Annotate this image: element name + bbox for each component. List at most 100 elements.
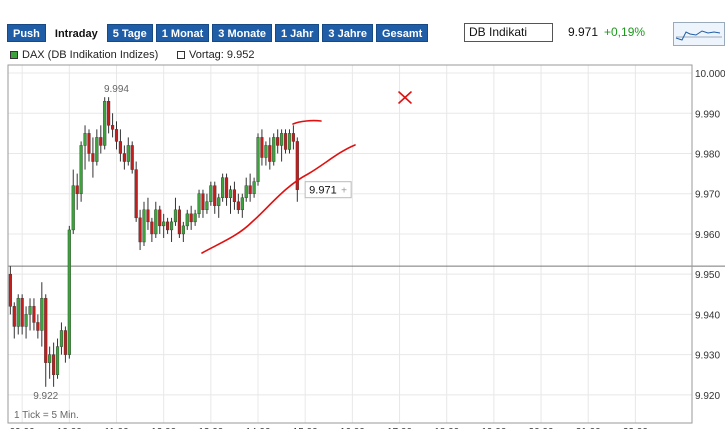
candle <box>201 189 205 218</box>
low-label: 9.922 <box>33 391 58 402</box>
candle-body <box>111 125 115 130</box>
high-label: 9.994 <box>104 84 129 95</box>
range-button-gesamt[interactable]: Gesamt <box>375 24 429 42</box>
candle <box>40 282 44 347</box>
candle <box>213 181 217 214</box>
sparkline-icon <box>675 30 722 41</box>
candle-body <box>283 133 288 150</box>
candle-body <box>40 298 44 331</box>
interval-note: 1 Tick = 5 Min. <box>14 410 79 421</box>
range-button-3-jahre[interactable]: 3 Jahre <box>322 24 373 42</box>
range-toolbar: Push Intraday 5 Tage 1 Monat 3 Monate 1 Jahr 3… <box>7 24 429 42</box>
candle <box>107 97 111 134</box>
range-button-5-tage[interactable]: 5 Tage <box>106 24 153 42</box>
candle-body <box>55 346 60 375</box>
candle <box>232 181 237 210</box>
candle <box>111 113 115 138</box>
candle <box>138 209 142 251</box>
candle <box>169 217 174 242</box>
range-button-push[interactable]: Push <box>7 24 46 42</box>
candle <box>240 193 244 218</box>
candle-body <box>169 221 174 231</box>
x-tick-label: 21:00 <box>576 427 601 429</box>
candle-body <box>59 330 64 347</box>
chart-thumbnail[interactable] <box>673 22 725 46</box>
candle <box>248 173 252 202</box>
candle-body <box>28 306 32 315</box>
candle <box>28 298 32 331</box>
candle-body <box>118 141 122 154</box>
candle <box>122 145 126 170</box>
x-tick-label: 12:00 <box>151 427 176 429</box>
candle-body <box>138 217 142 243</box>
candle-body <box>252 181 256 194</box>
candle-body <box>291 133 295 142</box>
candle <box>52 342 56 387</box>
candle <box>244 177 248 202</box>
x-tick-label: 20:00 <box>529 427 554 429</box>
price-change: +0,19% <box>604 25 646 39</box>
candle <box>252 177 256 198</box>
candle <box>36 314 40 339</box>
candle-body <box>150 221 154 235</box>
candle <box>166 217 170 234</box>
candle <box>173 197 178 226</box>
candle-body <box>232 189 237 202</box>
candle-body <box>193 213 197 223</box>
candle-body <box>83 133 87 146</box>
plus-icon: + <box>341 186 347 197</box>
candle <box>91 137 95 178</box>
candle <box>114 121 119 150</box>
y-tick-label: 9.970 <box>695 190 720 201</box>
candle <box>67 225 71 359</box>
candle <box>264 141 268 166</box>
candle-body <box>205 201 209 211</box>
range-button-1-jahr[interactable]: 1 Jahr <box>274 24 320 42</box>
candle-body <box>185 213 189 227</box>
candle <box>8 266 12 315</box>
candle-body <box>24 314 28 327</box>
candles <box>8 97 299 387</box>
last-price-box <box>304 181 352 199</box>
x-tick-label: 14:00 <box>245 427 270 429</box>
candle <box>295 137 299 202</box>
candle-body <box>217 197 221 206</box>
y-tick-label: 9.920 <box>695 391 720 402</box>
x-tick-label: 10:00 <box>57 427 82 429</box>
range-button-3-monate[interactable]: 3 Monate <box>212 24 272 42</box>
exchange-select-value: DB Indikati <box>469 25 528 39</box>
candle <box>79 141 83 202</box>
candle-body <box>52 354 56 375</box>
candle-body <box>87 133 91 154</box>
candle-body <box>272 137 276 162</box>
y-axis: 9.920 9.930 9.940 9.950 9.960 9.970 9.980 9.990… <box>695 69 725 402</box>
candle <box>181 221 185 242</box>
candle <box>276 129 280 154</box>
candle-body <box>130 145 134 170</box>
candle-body <box>177 209 181 235</box>
candle <box>32 298 36 331</box>
candle-body <box>213 185 217 206</box>
candle-body <box>32 306 36 323</box>
candle <box>83 125 87 170</box>
range-button-1-monat[interactable]: 1 Monat <box>155 24 210 42</box>
candle-body <box>8 273 12 307</box>
candle <box>95 129 99 166</box>
range-button-intraday[interactable]: Intraday <box>48 24 104 42</box>
x-tick-label: 17:00 <box>387 427 412 429</box>
candle-body <box>287 133 292 150</box>
legend-previous: Vortag: 9.952 <box>177 49 254 61</box>
candle <box>205 193 209 214</box>
candle-body <box>162 221 166 227</box>
candle-body <box>276 137 280 146</box>
last-price: 9.971 <box>568 25 599 39</box>
x-axis: 09:00 10:00 11:00 12:00 13:00 14:00 15:00 16:00… <box>10 427 649 429</box>
legend-label-dax: DAX (DB Indikation Indizes) <box>22 49 159 61</box>
legend-series: DAX (DB Indikation Indizes) <box>10 49 158 61</box>
y-tick-label: 9.940 <box>695 310 720 321</box>
candle-body <box>154 209 158 235</box>
candle <box>103 97 107 150</box>
exchange-select[interactable]: DB Indikati <box>464 23 553 42</box>
candle <box>71 169 75 234</box>
candle-body <box>244 185 248 198</box>
